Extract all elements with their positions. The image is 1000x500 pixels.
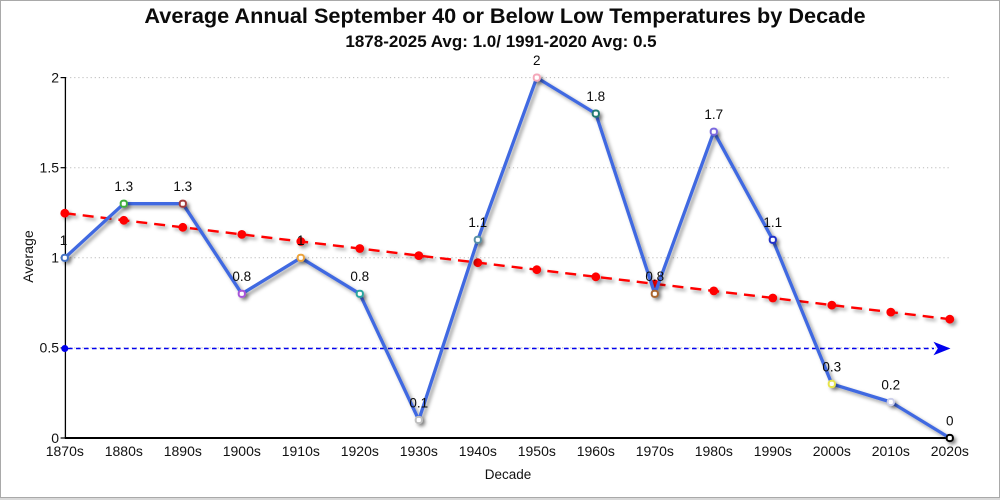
svg-text:1: 1 [297,233,305,248]
svg-text:1950s: 1950s [518,443,556,459]
svg-text:1.1: 1.1 [763,215,782,230]
svg-text:0.8: 0.8 [350,269,369,284]
svg-text:1880s: 1880s [105,443,143,459]
svg-text:0.8: 0.8 [232,269,251,284]
svg-text:1960s: 1960s [577,443,615,459]
svg-text:Average Annual September 40 or: Average Annual September 40 or Below Low… [144,3,865,28]
svg-text:0.1: 0.1 [409,395,428,410]
svg-text:2: 2 [51,69,59,85]
svg-text:0.3: 0.3 [822,359,841,374]
svg-text:2010s: 2010s [872,443,910,459]
svg-text:Average: Average [21,230,37,283]
svg-text:0.2: 0.2 [881,377,900,392]
svg-text:0: 0 [946,413,954,428]
svg-text:1920s: 1920s [341,443,379,459]
svg-text:1980s: 1980s [695,443,733,459]
svg-text:1890s: 1890s [164,443,202,459]
svg-text:1910s: 1910s [282,443,320,459]
svg-text:1990s: 1990s [754,443,792,459]
svg-text:0: 0 [51,430,59,446]
svg-text:1870s: 1870s [46,443,84,459]
svg-text:1.7: 1.7 [704,107,723,122]
svg-text:1878-2025 Avg: 1.0/ 1991-2020: 1878-2025 Avg: 1.0/ 1991-2020 Avg: 0.5 [345,32,656,51]
svg-text:2: 2 [533,53,541,68]
svg-text:1940s: 1940s [459,443,497,459]
svg-text:1.3: 1.3 [114,179,133,194]
svg-text:Decade: Decade [485,467,532,482]
svg-text:1.8: 1.8 [586,89,605,104]
svg-text:1930s: 1930s [400,443,438,459]
svg-text:2020s: 2020s [931,443,969,459]
svg-text:1.1: 1.1 [468,215,487,230]
svg-text:1.5: 1.5 [40,160,60,176]
svg-text:1970s: 1970s [636,443,674,459]
svg-text:0.5: 0.5 [40,340,60,356]
svg-text:1.3: 1.3 [173,179,192,194]
svg-text:1900s: 1900s [223,443,261,459]
svg-text:1: 1 [60,233,68,248]
svg-text:0.8: 0.8 [645,269,664,284]
svg-text:1: 1 [51,250,59,266]
svg-text:2000s: 2000s [813,443,851,459]
